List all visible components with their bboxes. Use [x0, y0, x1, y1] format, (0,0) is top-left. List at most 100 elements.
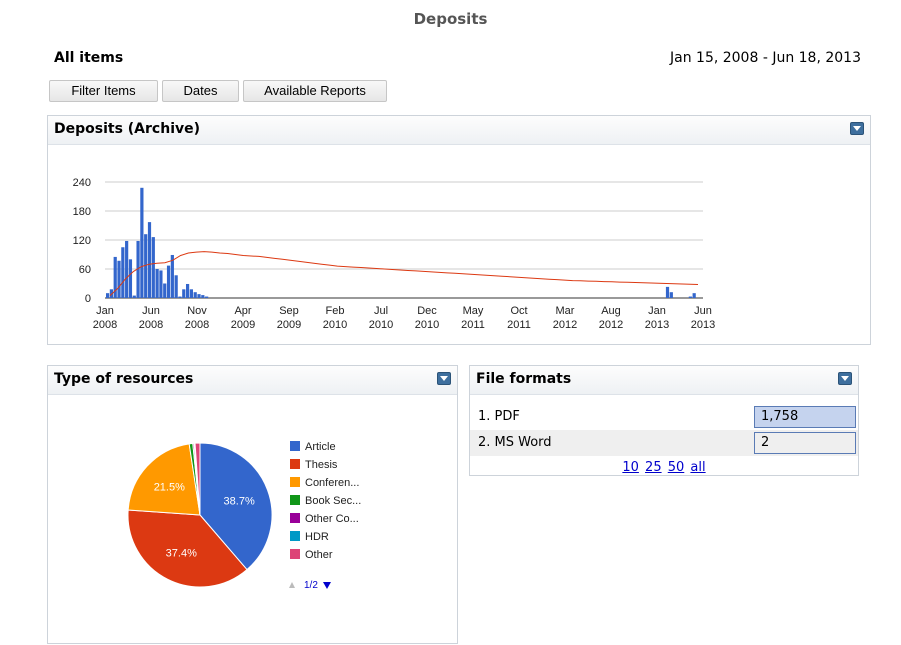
deposit-bar: [182, 289, 186, 298]
legend-entry: Thesis: [305, 459, 338, 471]
deposit-bar: [665, 286, 670, 298]
date-range: Jan 15, 2008 - Jun 18, 2013: [670, 50, 861, 66]
deposit-bar: [106, 293, 110, 298]
x-tick-label: Jun: [694, 305, 712, 317]
page-size-all-link[interactable]: all: [690, 460, 706, 475]
x-tick-label: 2012: [553, 319, 577, 331]
x-tick-label: 2013: [645, 319, 669, 331]
deposit-bar: [178, 296, 182, 298]
formats-menu-icon[interactable]: [838, 372, 852, 385]
x-tick-label: 2010: [323, 319, 347, 331]
x-tick-label: Jul: [374, 305, 388, 317]
page-size-25-link[interactable]: 25: [645, 460, 662, 475]
filter-items-button[interactable]: Filter Items: [49, 80, 158, 102]
deposit-bar: [132, 295, 136, 298]
x-tick-label: Dec: [417, 305, 437, 317]
x-tick-label: Jan: [648, 305, 666, 317]
x-tick-label: 2010: [369, 319, 393, 331]
x-tick-label: Aug: [601, 305, 621, 317]
page-size-50-link[interactable]: 50: [667, 460, 685, 475]
y-tick-label: 120: [73, 235, 91, 247]
deposits-menu-icon[interactable]: [850, 122, 864, 135]
resources-panel-title: Type of resources: [54, 371, 194, 387]
x-tick-label: Jun: [142, 305, 160, 317]
pie-slice: [199, 442, 273, 571]
deposit-bar: [174, 275, 178, 298]
resources-pie-chart: 38.7% 37.4% 21.5% Article Thesis Conferen...…: [127, 441, 361, 591]
x-tick-label: Feb: [326, 305, 345, 317]
deposit-bar: [144, 234, 148, 298]
deposit-bar: [117, 260, 121, 298]
resources-panel-header: Type of resources: [48, 366, 457, 395]
deposits-panel-title: Deposits (Archive): [54, 121, 201, 137]
legend-swatch: [290, 531, 300, 541]
legend-entry: Other Co...: [305, 513, 359, 525]
deposit-bar: [140, 187, 144, 298]
deposit-bar: [193, 292, 197, 298]
available-reports-button[interactable]: Available Reports: [243, 80, 387, 102]
x-tick-label: 2013: [691, 319, 715, 331]
format-row[interactable]: 1. PDF 1,758: [470, 404, 858, 430]
formats-panel-header: File formats: [470, 366, 858, 395]
x-tick-label: Sep: [279, 305, 299, 317]
pie-slice-label: 38.7%: [224, 495, 255, 507]
deposit-bar: [185, 283, 190, 298]
scope-label: All items: [54, 50, 124, 66]
deposit-bar: [166, 265, 171, 298]
legend-page-label: 1/2: [304, 580, 318, 591]
deposit-bar: [159, 270, 163, 298]
y-tick-label: 240: [73, 177, 91, 189]
deposit-bar: [197, 294, 201, 298]
deposit-bar: [151, 237, 155, 298]
deposit-bar: [125, 240, 129, 298]
legend-entry: Article: [305, 441, 336, 453]
y-tick-label: 60: [79, 264, 91, 276]
format-count: 2: [754, 432, 856, 454]
deposit-bar: [688, 296, 692, 298]
x-tick-label: Oct: [510, 305, 527, 317]
deposit-bar: [170, 254, 174, 298]
deposit-bar: [121, 247, 125, 298]
y-tick-label: 180: [73, 206, 91, 218]
legend-swatch: [290, 549, 300, 559]
page-size-10-link[interactable]: 10: [622, 460, 639, 475]
resources-menu-icon[interactable]: [437, 372, 451, 385]
legend-pager[interactable]: 1/2: [289, 580, 331, 591]
deposit-bar: [201, 295, 205, 298]
page-size-links: 10 25 50 all: [470, 460, 858, 475]
legend-next-icon[interactable]: [323, 582, 331, 589]
dates-button[interactable]: Dates: [162, 80, 239, 102]
format-label: 2. MS Word: [478, 435, 552, 450]
x-tick-label: Jan: [96, 305, 114, 317]
legend-prev-icon[interactable]: [289, 582, 295, 588]
x-tick-label: 2011: [507, 319, 531, 331]
format-row[interactable]: 2. MS Word 2: [470, 430, 858, 456]
legend-swatch: [290, 495, 300, 505]
x-tick-label: 2012: [599, 319, 623, 331]
x-tick-label: 2008: [139, 319, 163, 331]
format-label: 1. PDF: [478, 409, 520, 424]
legend-entry: Other: [305, 549, 333, 561]
page-title: Deposits: [413, 10, 488, 28]
deposits-chart: 0 60 120 180 240 Jan 2008 Jun 2008 Nov 2008 Apr 200…: [73, 177, 716, 331]
resources-panel: Type of resources 38.7% 37.4% 21.5% Articl…: [47, 365, 458, 644]
pie-slice: [194, 442, 201, 516]
x-tick-label: Mar: [556, 305, 575, 317]
deposits-panel: Deposits (Archive) 0 60 120 180 240 Jan 2008 J…: [47, 115, 871, 345]
pie-slice-label: 37.4%: [166, 547, 197, 559]
legend-entry: Conferen...: [305, 477, 359, 489]
pie-slice: [127, 443, 201, 516]
y-tick-label: 0: [85, 293, 91, 305]
legend-swatch: [290, 477, 300, 487]
formats-panel-title: File formats: [476, 371, 572, 387]
x-tick-label: 2008: [185, 319, 209, 331]
deposit-bar: [113, 256, 117, 298]
deposit-bar: [669, 292, 673, 298]
x-tick-label: 2009: [231, 319, 255, 331]
deposit-bar: [147, 222, 152, 298]
deposit-bar: [189, 289, 193, 298]
legend-swatch: [290, 441, 300, 451]
deposit-bar: [128, 259, 133, 298]
x-tick-label: Nov: [187, 305, 207, 317]
legend-entry: HDR: [305, 531, 329, 543]
